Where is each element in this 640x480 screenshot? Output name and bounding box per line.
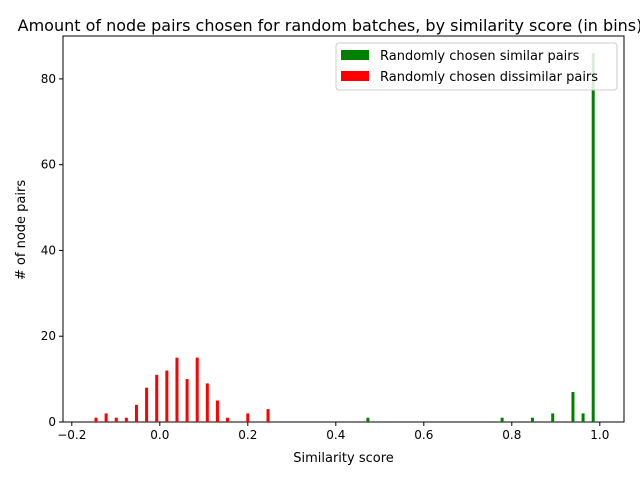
x-axis-ticks: −0.2 0.0 0.2 0.4 0.6 0.8 1.0 [57, 422, 609, 442]
bar-dissimilar-10 [195, 357, 199, 422]
bar-similar-0 [366, 417, 370, 422]
legend-box [335, 42, 618, 91]
x-tick-label: 0.4 [326, 428, 345, 442]
y-tick-label: 60 [41, 158, 56, 172]
bar-dissimilar-15 [266, 409, 270, 422]
plot-area: −0.2 0.0 0.2 0.4 0.6 0.8 1.0 0 20 40 60 80 [41, 35, 625, 442]
y-tick-label: 20 [41, 329, 56, 343]
bar-dissimilar-11 [205, 383, 209, 422]
bar-dissimilar-8 [175, 357, 179, 422]
chart-title: Amount of node pairs chosen for random b… [18, 16, 640, 35]
bar-dissimilar-2 [114, 417, 118, 422]
legend: Randomly chosen similar pairs Randomly ch… [335, 42, 618, 91]
x-tick-label: 1.0 [590, 428, 609, 442]
bar-similar-1 [500, 417, 504, 422]
bar-dissimilar-0 [94, 417, 98, 422]
x-tick-label: 0.8 [502, 428, 521, 442]
bar-dissimilar-13 [226, 417, 230, 422]
bar-dissimilar-12 [215, 400, 219, 422]
bar-similar-5 [581, 413, 585, 422]
bar-similar-6 [591, 53, 595, 422]
bars-layer [94, 53, 595, 422]
bar-dissimilar-6 [155, 374, 159, 422]
bar-dissimilar-4 [134, 404, 138, 422]
legend-swatch [341, 50, 369, 60]
bar-similar-3 [551, 413, 555, 422]
y-tick-label: 0 [48, 415, 56, 429]
x-tick-label: 0.2 [238, 428, 257, 442]
bar-similar-2 [530, 417, 534, 422]
x-tick-label: 0.0 [150, 428, 169, 442]
y-axis-label: # of node pairs [14, 180, 29, 280]
bar-dissimilar-14 [246, 413, 250, 422]
x-tick-label: −0.2 [57, 428, 86, 442]
y-axis-ticks: 0 20 40 60 80 [41, 72, 63, 429]
legend-swatch [341, 71, 369, 81]
x-tick-label: 0.6 [414, 428, 433, 442]
bar-dissimilar-5 [145, 387, 149, 422]
bar-dissimilar-1 [104, 413, 108, 422]
y-tick-label: 80 [41, 72, 56, 86]
bar-dissimilar-9 [185, 379, 189, 422]
x-axis-label: Similarity score [293, 451, 394, 466]
y-tick-label: 40 [41, 243, 56, 257]
legend-label: Randomly chosen similar pairs [380, 49, 580, 64]
bar-dissimilar-7 [165, 370, 169, 422]
axes-frame [62, 35, 625, 423]
bar-dissimilar-3 [124, 417, 128, 422]
bar-similar-4 [571, 391, 575, 422]
legend-label: Randomly chosen dissimilar pairs [380, 70, 598, 85]
